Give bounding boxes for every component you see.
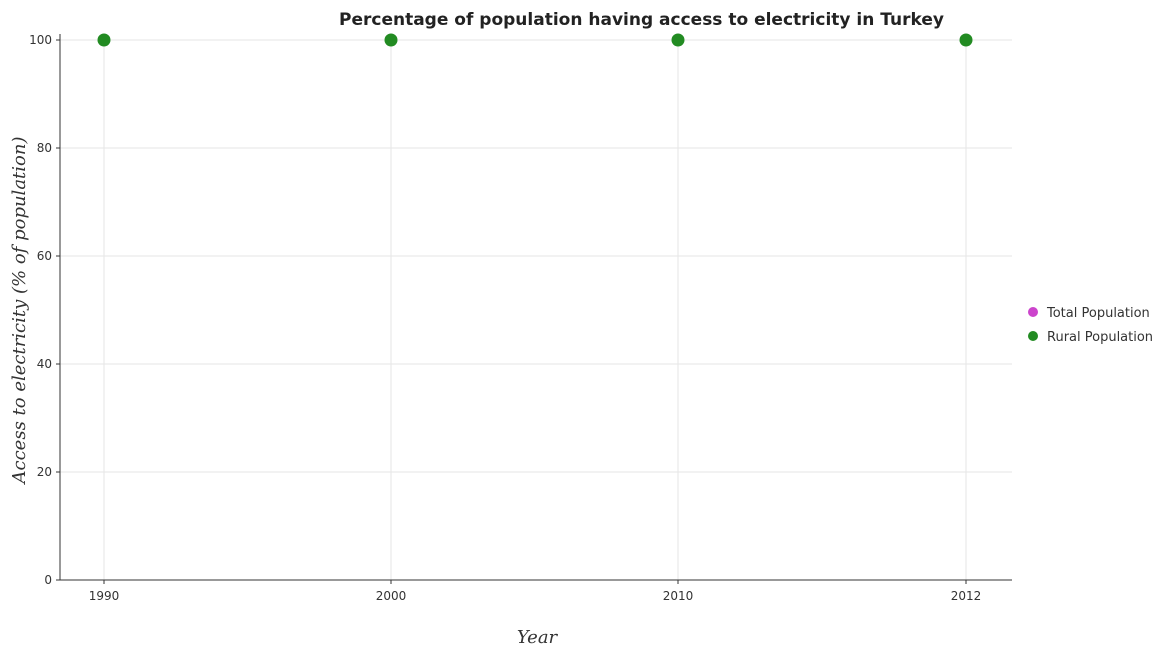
x-tick-label: 2012 [951,589,982,603]
legend-label: Total Population [1046,306,1150,321]
grid [60,34,1012,581]
data-point-rural [97,33,111,47]
legend-marker [1028,307,1038,317]
legend-marker [1028,331,1038,341]
y-tick-label: 100 [29,33,52,47]
data-point-rural [671,33,685,47]
y-tick-label: 0 [44,573,52,587]
x-axis-label: Year [517,627,559,648]
y-tick-labels: 0 20 40 60 80 100 [29,33,52,587]
data-point-rural [959,33,973,47]
y-tick-label: 60 [37,249,52,263]
x-tick-label: 2000 [376,589,407,603]
x-tick-label: 1990 [89,589,120,603]
data-points [97,33,973,47]
legend-label: Rural Population [1047,330,1153,345]
x-tick-labels: 1990 2000 2010 2012 [89,589,982,603]
y-tick-label: 40 [37,357,52,371]
x-tick-label: 2010 [663,589,694,603]
y-axis-label: Access to electricity (% of population) [9,137,30,486]
data-point-rural [384,33,398,47]
y-tick-label: 80 [37,141,52,155]
chart-title: Percentage of population having access t… [339,10,944,30]
y-tick-label: 20 [37,465,52,479]
axes [56,34,1012,584]
legend: Total Population Rural Population [1028,306,1153,345]
